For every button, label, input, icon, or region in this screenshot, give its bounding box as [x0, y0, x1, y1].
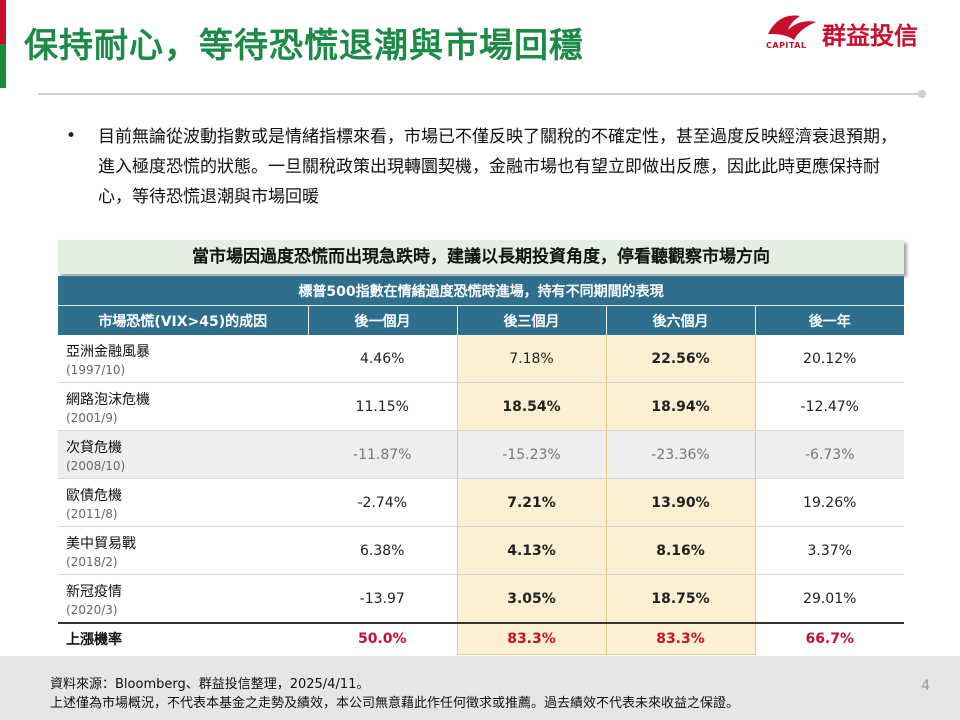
- footer-bar: 資料來源：Bloomberg、群益投信整理，2025/4/11。 上述僅為市場概…: [0, 656, 960, 720]
- cell-3m: 18.54%: [456, 382, 607, 431]
- table-row: 網路泡沫危機 (2001/9) 11.15% 18.54% 18.94% -12.…: [58, 382, 904, 431]
- bullet-paragraph: 目前無論從波動指數或是情緒指標來看，市場已不僅反映了關稅的不確定性，甚至過度反映…: [98, 127, 897, 207]
- cell-6m: 13.90%: [605, 478, 756, 527]
- summary-6m: 83.3%: [605, 622, 756, 655]
- cell-1m: 11.15%: [308, 382, 457, 431]
- table-row: 次貸危機 (2008/10) -11.87% -15.23% -23.36% -6…: [58, 430, 904, 479]
- summary-3m: 83.3%: [456, 622, 607, 655]
- summary-label: 上漲機率: [58, 622, 308, 655]
- cell-3m: 4.13%: [456, 526, 607, 575]
- event-name: 次貸危機: [66, 439, 122, 456]
- page-number: 4: [921, 678, 930, 694]
- col-header-1y: 後一年: [754, 305, 904, 335]
- slide-title: 保持耐心，等待恐慌退潮與市場回穩: [24, 26, 584, 66]
- cell-6m: 18.94%: [605, 382, 756, 431]
- table-caption: 標普500指數在情緒過度恐慌時進場，持有不同期間的表現: [58, 276, 904, 306]
- event-date: (2001/9): [66, 410, 118, 425]
- event-date: (2018/2): [66, 554, 118, 569]
- cell-6m: 18.75%: [605, 574, 756, 624]
- table-row: 新冠疫情 (2020/3) -13.97 3.05% 18.75% 29.01%: [58, 574, 904, 624]
- cell-1y: -6.73%: [755, 430, 904, 479]
- divider-dot: [918, 90, 926, 98]
- cell-1y: 3.37%: [755, 526, 904, 575]
- table-row: 美中貿易戰 (2018/2) 6.38% 4.13% 8.16% 3.37%: [58, 526, 904, 575]
- col-header-cause: 市場恐慌(VIX>45)的成因: [58, 305, 308, 335]
- cell-3m: -15.23%: [456, 430, 607, 479]
- event-date: (2020/3): [66, 602, 118, 617]
- cell-1m: -2.74%: [308, 478, 457, 527]
- cell-1y: 29.01%: [755, 574, 904, 624]
- event-name: 亞洲金融風暴: [66, 343, 150, 360]
- summary-1y: 66.7%: [755, 622, 904, 655]
- event-name: 網路泡沫危機: [66, 391, 150, 408]
- cell-3m: 7.21%: [456, 478, 607, 527]
- company-logo: CAPITAL 群益投信: [766, 12, 946, 52]
- title-divider: [38, 93, 922, 95]
- accent-bar: [0, 0, 6, 88]
- cell-6m: 22.56%: [605, 335, 756, 383]
- cell-3m: 3.05%: [456, 574, 607, 624]
- event-name: 新冠疫情: [66, 583, 122, 600]
- event-name: 美中貿易戰: [66, 535, 136, 552]
- event-name: 歐債危機: [66, 487, 122, 504]
- logo-brand-text: 群益投信: [822, 22, 918, 50]
- recommendation-banner: 當市場因過度恐慌而出現急跌時，建議以長期投資角度，停看聽觀察市場方向: [58, 240, 904, 274]
- bullet-icon: •: [66, 126, 77, 146]
- cell-1y: 20.12%: [755, 335, 904, 383]
- cell-1m: 4.46%: [308, 335, 457, 383]
- logo-mark-icon: [768, 15, 816, 40]
- source-note: 資料來源：Bloomberg、群益投信整理，2025/4/11。: [50, 677, 370, 692]
- event-date: (2008/10): [66, 458, 126, 473]
- table-row: 亞洲金融風暴 (1997/10) 4.46% 7.18% 22.56% 20.12…: [58, 335, 904, 383]
- event-date: (1997/10): [66, 362, 126, 377]
- cell-1m: -11.87%: [308, 430, 457, 479]
- cell-6m: -23.36%: [605, 430, 756, 479]
- summary-row: 上漲機率 50.0% 83.3% 83.3% 66.7%: [58, 622, 904, 655]
- cell-1y: 19.26%: [755, 478, 904, 527]
- logo-subtext: CAPITAL: [766, 41, 807, 50]
- col-header-6m: 後六個月: [605, 305, 755, 335]
- cell-1y: -12.47%: [755, 382, 904, 431]
- summary-1m: 50.0%: [308, 622, 457, 655]
- col-header-1m: 後一個月: [307, 305, 457, 335]
- performance-table: 標普500指數在情緒過度恐慌時進場，持有不同期間的表現 市場恐慌(VIX>45)…: [58, 276, 904, 655]
- cell-1m: 6.38%: [308, 526, 457, 575]
- cell-3m: 7.18%: [456, 335, 607, 383]
- event-date: (2011/8): [66, 506, 118, 521]
- disclaimer-note: 上述僅為市場概況，不代表本基金之走勢及績效，本公司無意藉此作任何徵求或推薦。過去…: [50, 696, 740, 711]
- col-header-3m: 後三個月: [456, 305, 606, 335]
- cell-6m: 8.16%: [605, 526, 756, 575]
- table-row: 歐債危機 (2011/8) -2.74% 7.21% 13.90% 19.26%: [58, 478, 904, 527]
- cell-1m: -13.97: [308, 574, 457, 624]
